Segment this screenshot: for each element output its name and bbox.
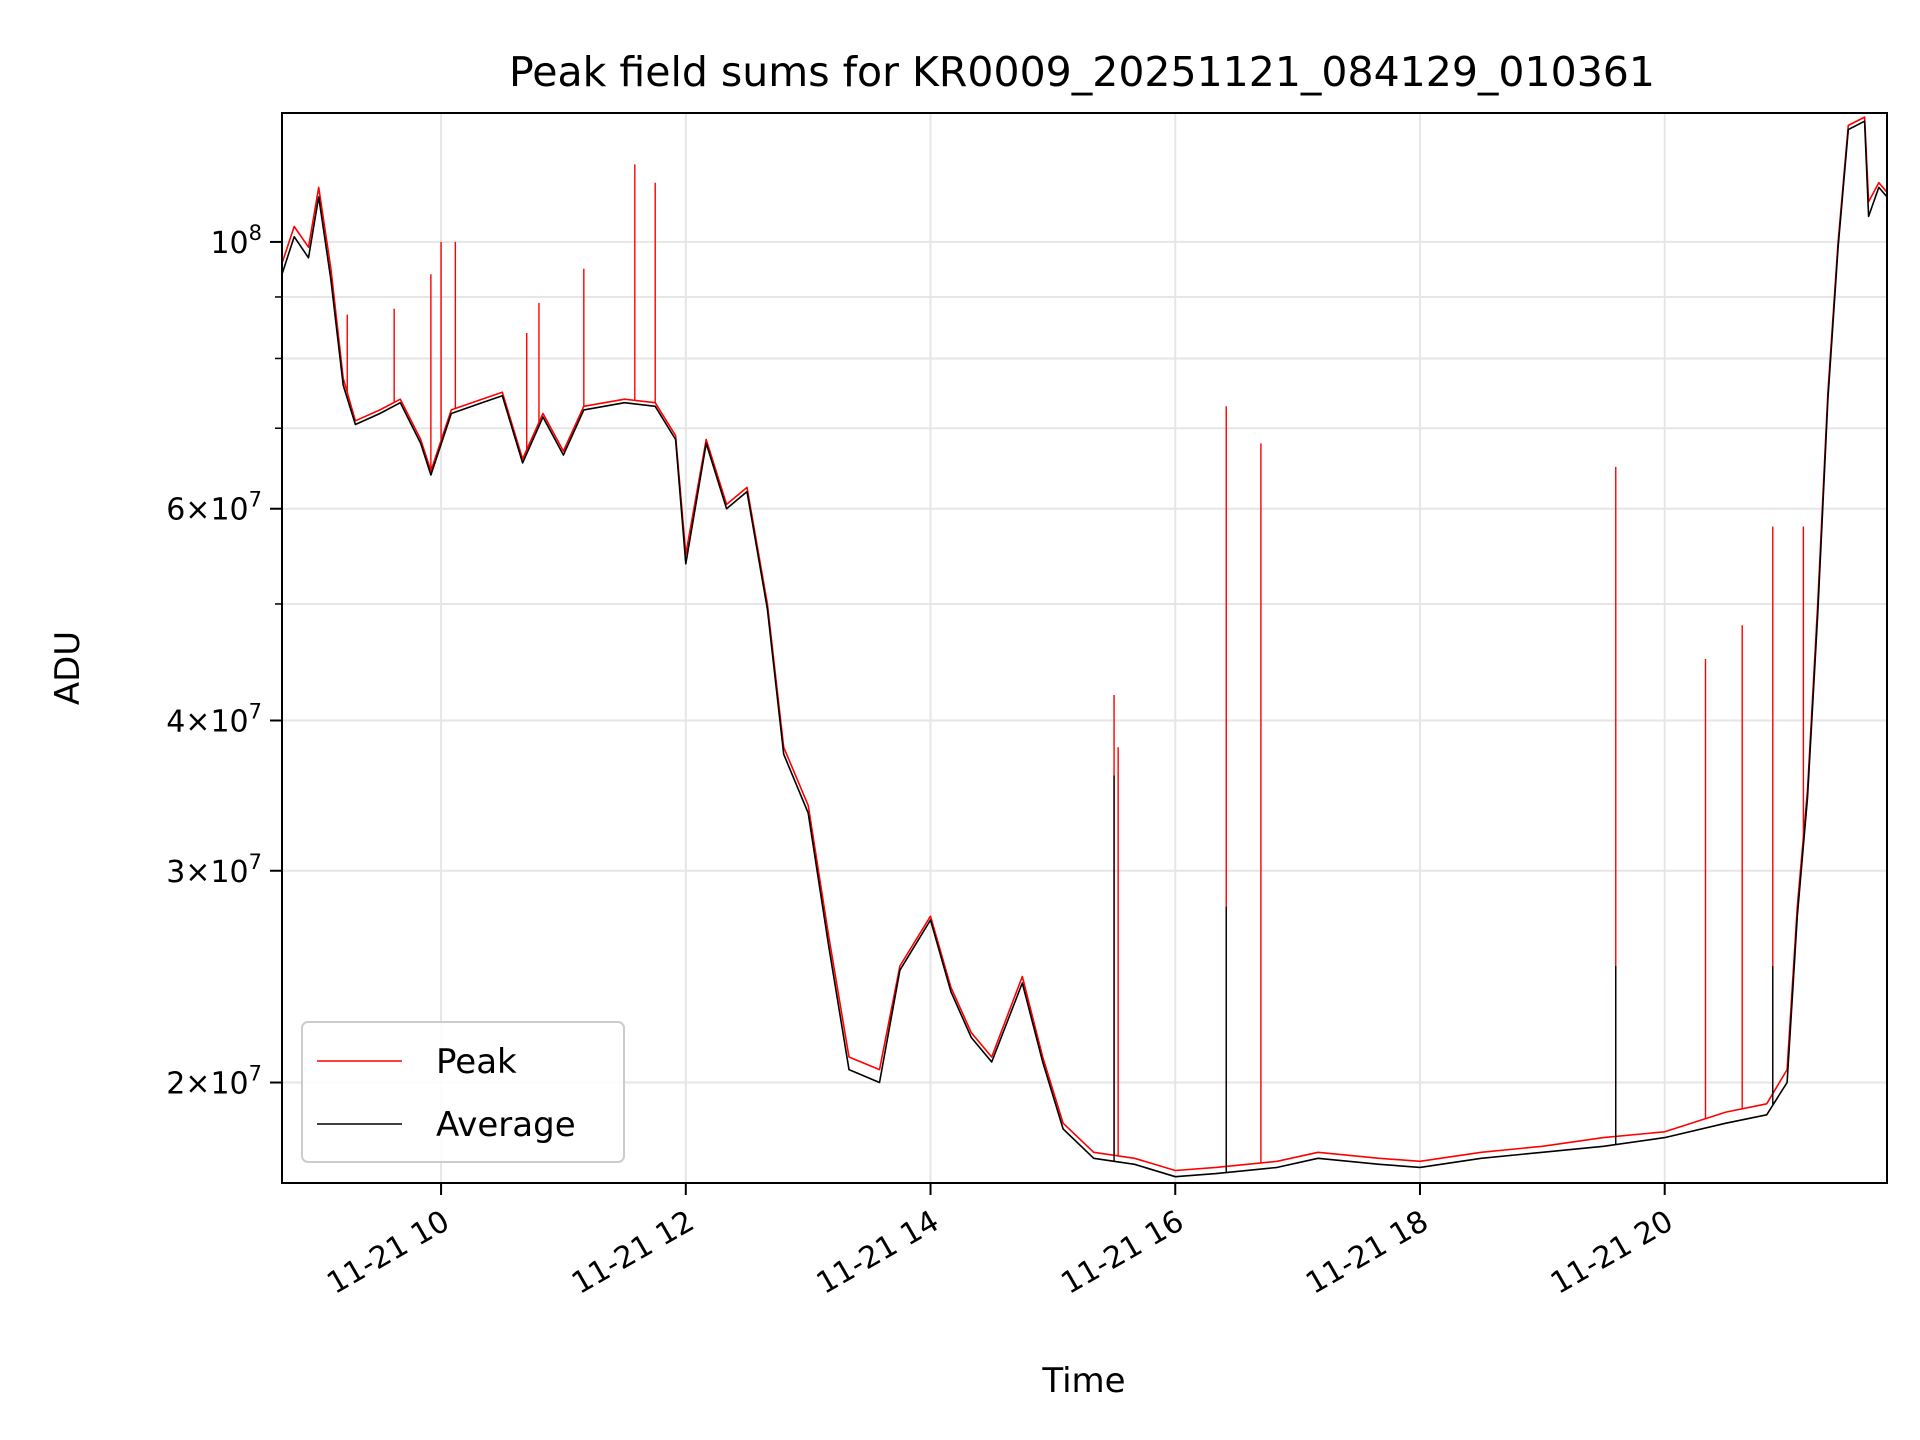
y-axis-label: ADU [48,631,88,705]
legend-box [301,1021,625,1163]
legend: Peak Average [301,1021,625,1163]
y-tick-label: 2×107 [166,1062,262,1102]
series-line-peak [281,116,1888,1172]
y-tick-label: 4×107 [166,700,262,740]
chart-title: Peak field sums for KR0009_20251121_0841… [509,48,1655,96]
y-tick-label: 108 [210,221,262,261]
legend-label-average: Average [436,1105,576,1145]
plot-frame [281,112,1888,1184]
y-tick-label: 6×107 [166,488,262,528]
y-tick-label: 3×107 [166,850,262,890]
y-axis: 2×107 3×107 4×107 6×107 108 [166,221,282,1102]
series-line-average [281,120,1888,1178]
x-axis-label: Time [1041,1361,1125,1401]
legend-label-peak: Peak [436,1042,517,1082]
plot-area [281,116,1888,1178]
